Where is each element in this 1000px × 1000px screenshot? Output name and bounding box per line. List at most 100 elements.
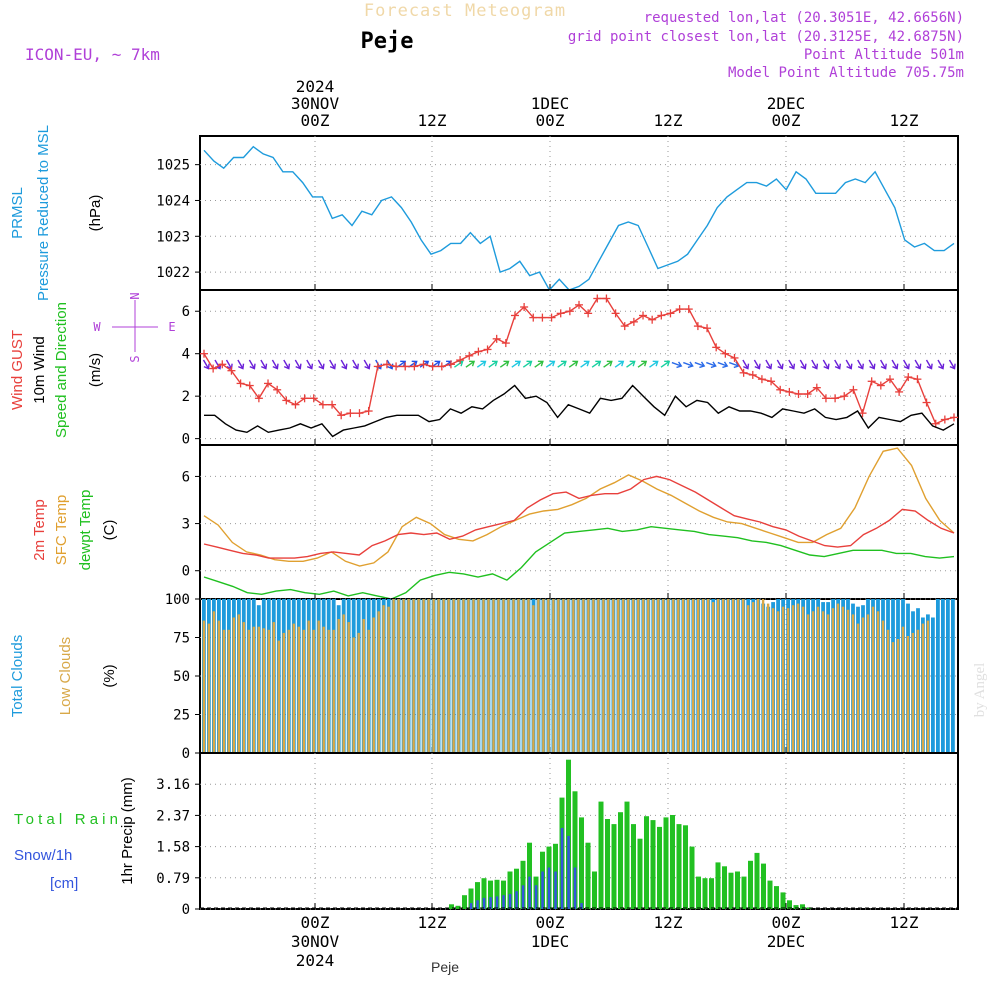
wind-arrow [545, 360, 556, 368]
low-cloud-bar [322, 626, 325, 753]
top-tick-label: 2024 [296, 77, 335, 96]
low-cloud-bar [272, 622, 275, 753]
ytick-label: 3.16 [156, 777, 190, 793]
wind-arrow-head [526, 360, 533, 367]
low-cloud-bar [547, 599, 550, 753]
wind-arrow-head [583, 360, 590, 367]
low-cloud-bar [312, 629, 315, 753]
rain-bar [741, 876, 747, 909]
low-cloud-bar [427, 599, 430, 753]
low-cloud-bar [317, 620, 320, 753]
low-cloud-bar [507, 599, 510, 753]
panel-frame [199, 135, 959, 291]
wind-arrow-head [777, 363, 784, 370]
top-tick-label: 12Z [654, 111, 683, 130]
wind-arrow-head [699, 361, 706, 369]
low-cloud-bar [612, 599, 615, 753]
wind-arrow-shaft [476, 360, 486, 368]
snow-bar [495, 896, 499, 909]
low-cloud-bar [572, 599, 575, 753]
wind-arrow-head [595, 360, 602, 367]
wind-arrow-head [514, 360, 521, 367]
ytick-label: 1.58 [156, 840, 190, 856]
low-cloud-bar [567, 599, 570, 753]
wind-arrow-shaft [660, 360, 670, 368]
low-cloud-bar [397, 599, 400, 753]
low-cloud-bar [327, 629, 330, 753]
low-cloud-bar [497, 599, 500, 753]
ytick-label: 0 [182, 746, 190, 762]
rain-bar [722, 866, 727, 909]
low-cloud-bar [587, 599, 590, 753]
low-cloud-bar [602, 599, 605, 753]
wind-arrow-shaft [683, 361, 693, 367]
wind-arrow-shaft [568, 360, 578, 368]
rain-bar [689, 846, 695, 909]
low-cloud-bar [357, 632, 360, 753]
ytick-label: 1025 [156, 158, 190, 174]
low-cloud-bar [632, 599, 635, 753]
wind-arrow [799, 359, 807, 370]
rain-bar [494, 879, 500, 909]
low-cloud-bar [901, 626, 905, 753]
wind-arrow-head [457, 360, 464, 367]
low-cloud-bar [362, 619, 365, 753]
rain-bar [468, 888, 474, 909]
low-cloud-bar [866, 614, 870, 753]
low-cloud-bar [652, 599, 655, 753]
ylabel-10m-wind: 10m Wind [31, 336, 48, 404]
wind-arrow-head [641, 360, 648, 367]
low-cloud-bar [202, 620, 206, 753]
ylabel-hpa: (hPa) [87, 195, 104, 232]
rain-bar [761, 863, 766, 909]
low-cloud-bar [402, 599, 405, 753]
wind-arrow-head [926, 363, 933, 370]
low-cloud-bar [277, 640, 280, 753]
snow-bar [521, 885, 525, 909]
top-tick-label: 30NOV [291, 94, 340, 113]
wind-arrow [202, 359, 210, 370]
low-cloud-bar [342, 614, 345, 753]
model-label: ICON-EU, ~ 7km [25, 45, 160, 64]
rain-bar [696, 876, 701, 909]
wind-arrow-head [903, 363, 910, 370]
low-cloud-bar [302, 629, 305, 753]
low-cloud-bar [207, 623, 211, 753]
top-tick-label: 00Z [301, 111, 330, 130]
low-cloud-bar [742, 599, 745, 753]
low-cloud-bar [222, 629, 226, 753]
low-cloud-bar [447, 599, 450, 753]
gust-line [203, 297, 955, 425]
rain-bar [676, 824, 682, 909]
low-cloud-bar [806, 614, 810, 753]
wind-arrow-head [915, 363, 922, 370]
low-cloud-bar [811, 611, 815, 753]
low-cloud-bar [682, 599, 685, 753]
rain-bar [780, 892, 786, 909]
wind-arrow-shaft [488, 360, 498, 368]
low-cloud-bar [911, 632, 915, 753]
wind-arrow-shaft [545, 360, 555, 368]
point-altitude: Point Altitude 501m [804, 47, 964, 63]
wind-arrow-shaft [822, 359, 829, 369]
top-tick-label: 12Z [890, 111, 919, 130]
low-cloud-bar [337, 619, 340, 753]
wind-arrow-shaft [248, 359, 256, 369]
wind-arrow [465, 360, 476, 368]
bottom-tick-label: 00Z [772, 913, 801, 932]
wind-arrow [811, 359, 819, 370]
bottom-tick-label: 1DEC [531, 932, 570, 951]
legend-snow: Snow/1h [14, 847, 72, 864]
rain-bar [702, 878, 708, 909]
rain-bar [650, 820, 656, 909]
low-cloud-bar [617, 599, 620, 753]
wind-arrow-head [629, 360, 636, 367]
low-cloud-bar [487, 599, 490, 753]
legend-cm: [cm] [50, 875, 78, 892]
wind-arrow [476, 360, 487, 368]
low-cloud-bar [227, 629, 230, 753]
wind-arrow [948, 359, 956, 370]
ytick-label: 6 [182, 469, 190, 485]
wind-arrow [822, 359, 830, 370]
